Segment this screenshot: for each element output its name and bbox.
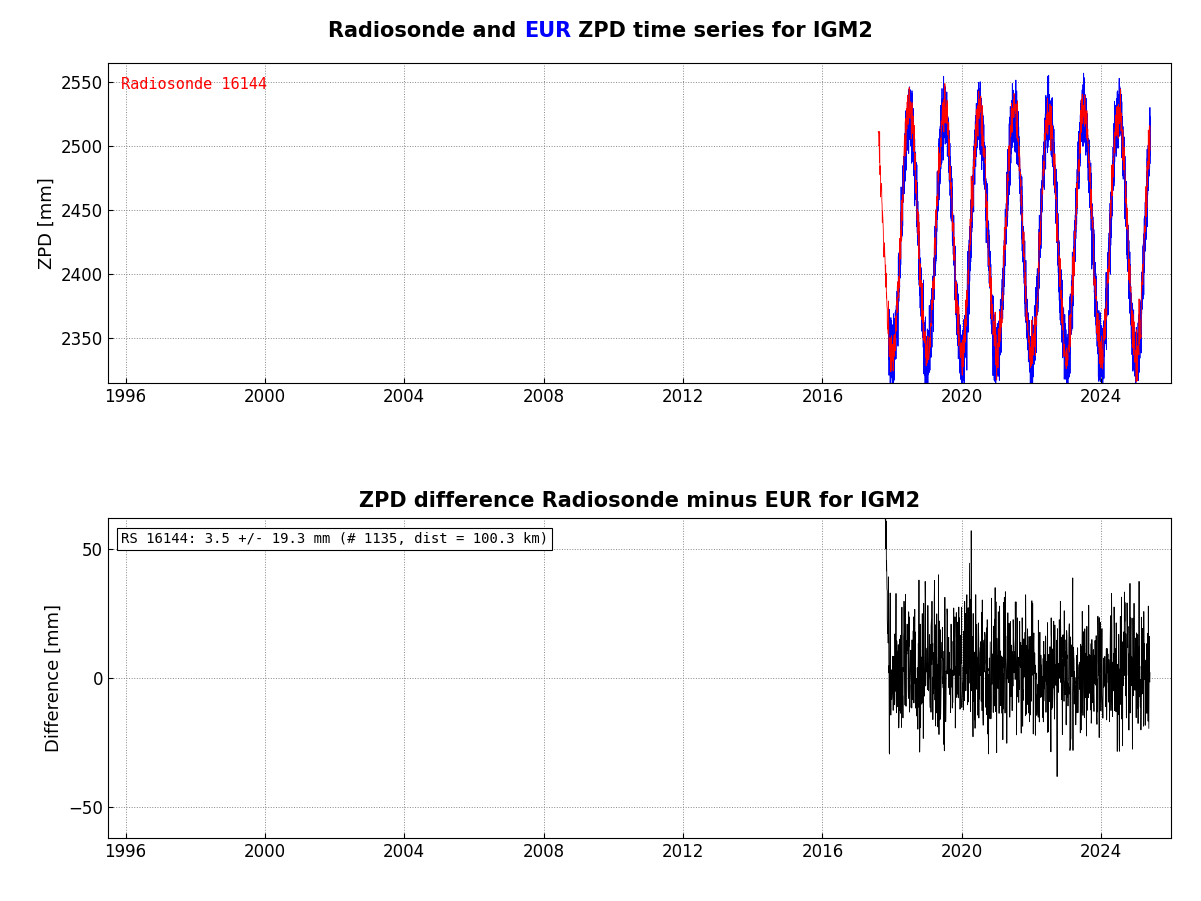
Text: ZPD time series for IGM2: ZPD time series for IGM2	[570, 21, 873, 41]
Y-axis label: ZPD [mm]: ZPD [mm]	[37, 177, 55, 269]
Y-axis label: Difference [mm]: Difference [mm]	[44, 604, 62, 751]
Text: Radiosonde and: Radiosonde and	[328, 21, 524, 41]
Text: EUR: EUR	[524, 21, 570, 41]
Text: RS 16144: 3.5 +/- 19.3 mm (# 1135, dist = 100.3 km): RS 16144: 3.5 +/- 19.3 mm (# 1135, dist …	[121, 532, 548, 546]
Title: ZPD difference Radiosonde minus EUR for IGM2: ZPD difference Radiosonde minus EUR for …	[359, 491, 920, 511]
Text: Radiosonde 16144: Radiosonde 16144	[121, 77, 267, 93]
